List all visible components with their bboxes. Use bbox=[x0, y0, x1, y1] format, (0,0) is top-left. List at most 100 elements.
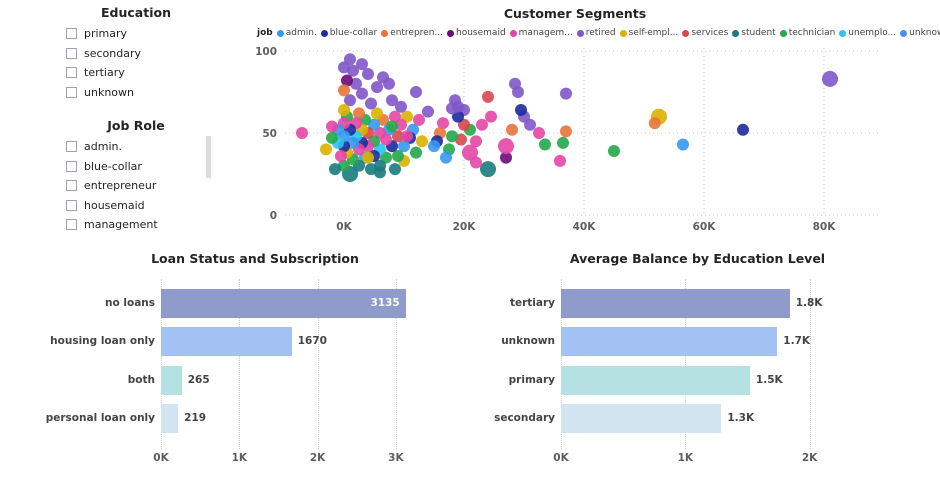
bar[interactable] bbox=[561, 289, 790, 318]
legend-item[interactable]: unknown bbox=[900, 28, 940, 38]
job-option-blue-collar[interactable]: blue-collar bbox=[66, 157, 158, 177]
legend-label: retired bbox=[585, 28, 616, 38]
scatter-point-managem bbox=[437, 117, 449, 130]
legend-item[interactable]: student bbox=[732, 28, 776, 38]
education-option-unknown[interactable]: unknown bbox=[66, 83, 141, 103]
legend-item[interactable]: technician bbox=[779, 28, 835, 38]
bar[interactable] bbox=[161, 289, 407, 318]
job-option-admin[interactable]: admin. bbox=[66, 137, 158, 157]
loan-chart-title: Loan Status and Subscription bbox=[151, 251, 359, 266]
legend-dot-icon bbox=[447, 29, 455, 37]
option-label: primary bbox=[84, 27, 128, 41]
legend-item[interactable]: retired bbox=[576, 28, 616, 38]
job-option-entrepreneur[interactable]: entrepreneur bbox=[66, 176, 158, 196]
legend-dot-icon bbox=[839, 29, 847, 37]
scatter-point-services bbox=[482, 90, 494, 103]
scatter-point-retired bbox=[338, 61, 350, 74]
scatter-point-retired bbox=[371, 81, 383, 94]
x-tick-label: 0K bbox=[336, 221, 352, 233]
bar[interactable] bbox=[161, 327, 292, 357]
legend-dot-icon bbox=[509, 29, 517, 37]
checkbox[interactable] bbox=[66, 160, 77, 172]
scatter-point-managem bbox=[326, 120, 338, 133]
x-tick-label: 1K bbox=[231, 452, 248, 464]
option-label: admin. bbox=[84, 140, 122, 154]
legend-label: self-empl... bbox=[628, 28, 679, 38]
scatter-point-retired bbox=[410, 86, 422, 98]
scatter-point-retired bbox=[560, 87, 572, 100]
legend-item[interactable]: blue-collar bbox=[320, 28, 377, 38]
bar[interactable] bbox=[161, 403, 179, 433]
data-label: 1.8K bbox=[795, 297, 823, 309]
scatter-point-student bbox=[480, 161, 496, 178]
option-label: unknown bbox=[84, 85, 134, 99]
scatter-point-admin bbox=[677, 138, 689, 151]
data-label: 1.3K bbox=[727, 411, 755, 424]
x-gridline bbox=[685, 279, 687, 449]
job-slicer-scrollbar[interactable] bbox=[206, 136, 211, 178]
legend-label: admin. bbox=[285, 28, 317, 38]
scatter-point-student bbox=[389, 163, 401, 176]
y-tick-label: 50 bbox=[262, 128, 277, 140]
scatter-point-technician bbox=[539, 138, 551, 151]
checkbox[interactable] bbox=[66, 219, 77, 231]
bar[interactable] bbox=[561, 403, 722, 433]
scatter-point-selfempl bbox=[362, 151, 374, 164]
legend-item[interactable]: managem... bbox=[509, 28, 573, 38]
category-label: primary bbox=[508, 373, 555, 386]
legend-item[interactable]: unemplo... bbox=[839, 28, 896, 38]
data-label: 265 bbox=[187, 373, 210, 386]
checkbox[interactable] bbox=[66, 199, 77, 211]
job-slicer: admin. blue-collar entrepreneur housemai… bbox=[66, 137, 158, 235]
scatter-legend: job admin. blue-collar entrepren... housema… bbox=[257, 28, 940, 38]
scatter-point-technician bbox=[380, 151, 392, 164]
checkbox[interactable] bbox=[66, 67, 77, 79]
legend-dot-icon bbox=[576, 29, 584, 37]
legend-item[interactable]: admin. bbox=[276, 28, 317, 38]
scatter-point-retired bbox=[344, 94, 356, 107]
scatter-point-admin bbox=[347, 136, 359, 149]
legend-dot-icon bbox=[320, 29, 328, 37]
scatter-point-managem bbox=[296, 127, 308, 139]
job-option-management[interactable]: management bbox=[66, 215, 158, 235]
bar[interactable] bbox=[161, 365, 182, 395]
legend-label: services bbox=[691, 28, 729, 38]
scatter-point-technician bbox=[557, 136, 569, 149]
job-option-housemaid[interactable]: housemaid bbox=[66, 196, 158, 216]
checkbox[interactable] bbox=[66, 28, 77, 40]
checkbox[interactable] bbox=[66, 141, 77, 153]
scatter-point-technician bbox=[608, 145, 620, 158]
scatter-point-selfempl bbox=[401, 110, 413, 123]
scatter-point-technician bbox=[392, 149, 404, 162]
legend-item[interactable]: self-empl... bbox=[619, 28, 679, 38]
checkbox[interactable] bbox=[66, 180, 77, 192]
option-label: secondary bbox=[84, 46, 142, 60]
scatter-point-admin bbox=[368, 118, 380, 131]
x-gridline bbox=[809, 279, 811, 449]
scatter-point-technician bbox=[386, 120, 398, 133]
legend-dot-icon bbox=[381, 29, 389, 37]
checkbox[interactable] bbox=[66, 86, 77, 98]
scatter-point-entrepren bbox=[338, 84, 350, 97]
scatter-point-services bbox=[455, 133, 467, 146]
scatter-point-services bbox=[458, 118, 470, 131]
education-slicer-title: Education bbox=[101, 5, 171, 20]
checkbox[interactable] bbox=[66, 47, 77, 59]
education-option-primary[interactable]: primary bbox=[66, 24, 141, 44]
scatter-point-bluecollar bbox=[737, 123, 749, 136]
legend-item[interactable]: housemaid bbox=[447, 28, 506, 38]
scatter-point-technician bbox=[446, 130, 458, 143]
scatter-point-managem bbox=[485, 110, 497, 123]
option-label: management bbox=[84, 218, 158, 232]
legend-item[interactable]: entrepren... bbox=[381, 28, 443, 38]
scatter-point-admin bbox=[398, 140, 410, 153]
education-option-secondary[interactable]: secondary bbox=[66, 44, 141, 64]
x-gridline bbox=[317, 279, 319, 449]
scatter-point-entrepren bbox=[506, 123, 518, 136]
legend-item[interactable]: services bbox=[682, 28, 728, 38]
bar[interactable] bbox=[561, 327, 778, 357]
education-option-tertiary[interactable]: tertiary bbox=[66, 63, 141, 83]
legend-label: managem... bbox=[518, 28, 573, 38]
bar[interactable] bbox=[561, 365, 750, 395]
scatter-point-managem bbox=[401, 130, 413, 143]
